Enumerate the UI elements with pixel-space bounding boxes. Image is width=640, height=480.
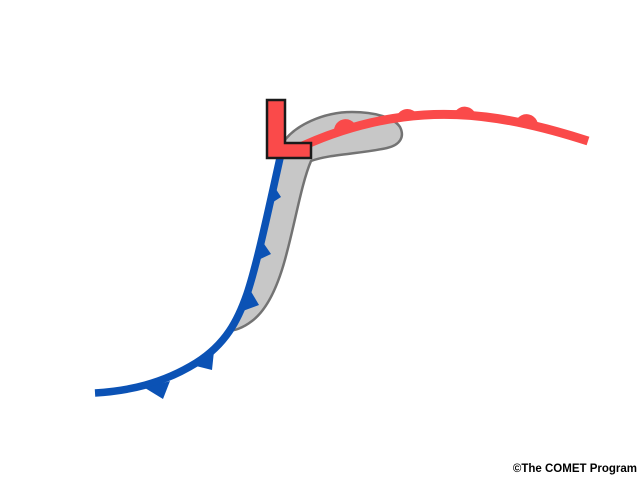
warm-front-semicircle-icon — [396, 108, 418, 119]
low-pressure-symbol: L — [265, 98, 313, 160]
cold-front-triangle-icons — [145, 183, 281, 399]
warm-front-semicircle-icon — [454, 106, 476, 116]
warm-front-semicircle-icon — [516, 114, 539, 126]
warm-front — [290, 106, 590, 156]
cold-front-triangle-icon — [192, 351, 214, 370]
cold-front-triangle-icon — [240, 288, 259, 312]
warm-front-line — [290, 109, 590, 156]
copyright-text: ©The COMET Program — [512, 463, 637, 475]
cold-front-triangle-icon — [254, 238, 271, 262]
cold-front-triangle-icon — [267, 183, 281, 206]
cold-front — [94, 157, 284, 399]
low-pressure-L-glyph — [265, 98, 313, 160]
cold-front-triangle-icon — [145, 381, 170, 399]
warm-front-semicircle-icon — [333, 119, 356, 131]
warm-front-semicircle-icons — [333, 106, 539, 131]
cold-front-line — [94, 157, 284, 397]
